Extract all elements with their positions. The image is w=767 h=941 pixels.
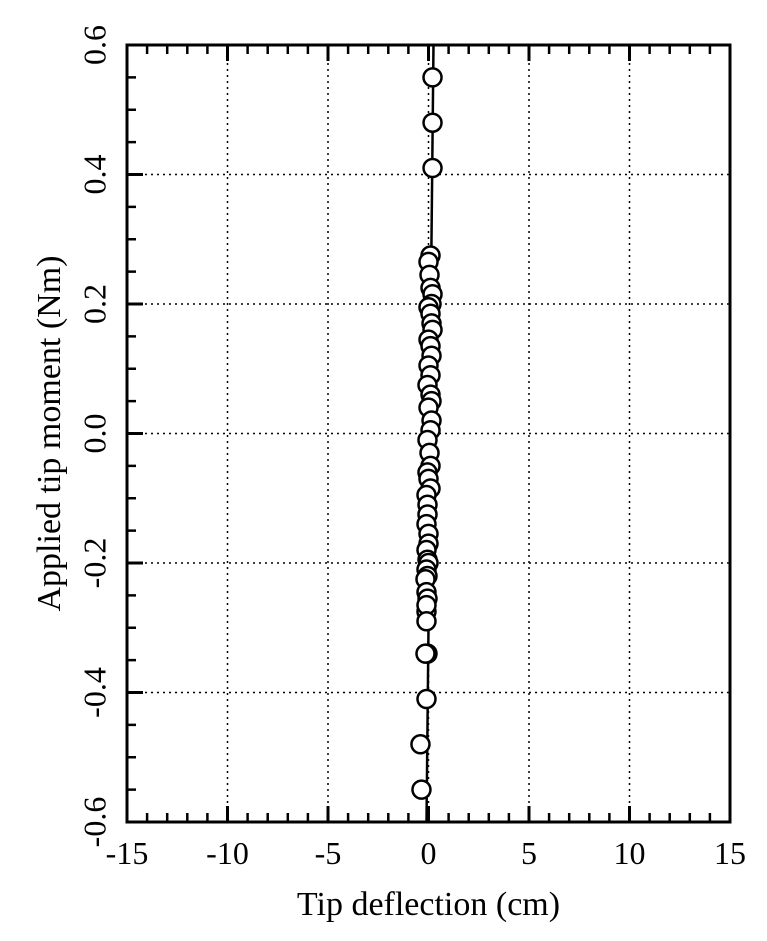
y-tick-label: -0.6 bbox=[76, 797, 112, 848]
y-tick-labels: -0.6 -0.4 -0.2 0.0 0.2 0.4 0.6 bbox=[76, 25, 112, 847]
x-tick-label: -15 bbox=[106, 835, 149, 871]
data-point bbox=[422, 112, 443, 133]
y-axis-title: Applied tip moment (Nm) bbox=[31, 255, 68, 611]
y-tick-label: 0.2 bbox=[76, 284, 112, 324]
y-tick-label: 0.6 bbox=[76, 25, 112, 65]
y-tick-label: 0.0 bbox=[76, 414, 112, 454]
x-tick-label: -10 bbox=[206, 835, 249, 871]
x-tick-label: 0 bbox=[421, 835, 437, 871]
y-tick-label: -0.2 bbox=[76, 538, 112, 589]
data-point bbox=[410, 734, 431, 755]
y-tick-label: -0.4 bbox=[76, 667, 112, 718]
x-axis-title: Tip deflection (cm) bbox=[297, 886, 560, 923]
data-point bbox=[416, 611, 437, 632]
data-point bbox=[422, 67, 443, 88]
data-point bbox=[422, 157, 443, 179]
data-point bbox=[415, 643, 436, 664]
data-point bbox=[416, 688, 437, 710]
plot-frame bbox=[125, 43, 732, 824]
x-tick-label: 5 bbox=[521, 835, 537, 871]
x-tick-labels: -15 -10 -5 0 5 10 15 bbox=[106, 835, 746, 871]
x-axis-minor-ticks bbox=[127, 45, 712, 822]
x-tick-label: 15 bbox=[714, 835, 746, 871]
x-tick-label: 10 bbox=[614, 835, 646, 871]
x-tick-label: -5 bbox=[315, 835, 342, 871]
data-points bbox=[410, 67, 443, 800]
y-tick-label: 0.4 bbox=[76, 155, 112, 195]
data-point bbox=[411, 779, 432, 800]
